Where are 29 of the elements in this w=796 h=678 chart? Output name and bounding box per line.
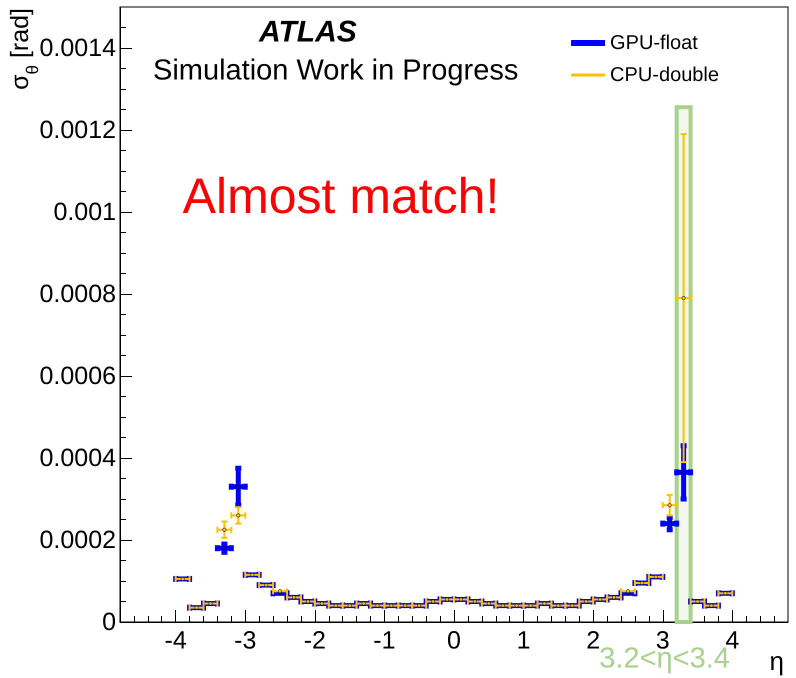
annotation: Almost match! [182, 168, 500, 224]
x-tick-label: -3 [234, 626, 256, 654]
y-tick-label: 0.0002 [40, 526, 116, 554]
y-tick-label: 0.0014 [40, 34, 116, 62]
y-tick-label: 0.0006 [40, 362, 116, 390]
x-tick-label: 0 [447, 626, 461, 654]
chart-title: ATLAS [258, 16, 357, 48]
point [682, 296, 686, 300]
x-tick-label: 4 [725, 626, 740, 654]
point [668, 503, 672, 508]
legend-label: GPU-float [610, 32, 698, 54]
point [236, 513, 240, 518]
y-tick-label: 0.001 [53, 198, 116, 226]
point [222, 528, 226, 532]
x-tick-label: -2 [304, 626, 326, 654]
legend-label: CPU-double [610, 64, 720, 86]
point [682, 470, 686, 474]
y-tick-label: 0.0008 [40, 280, 116, 308]
text: Simulation Work in Progress [153, 54, 518, 86]
y-tick-label: 0 [102, 608, 116, 636]
y-tick-label: 0.0012 [40, 116, 116, 144]
y-tick-label: 0.0004 [40, 444, 116, 472]
x-tick-label: 2 [586, 626, 600, 654]
point [668, 522, 672, 526]
x-tick-label: -4 [164, 626, 187, 654]
x-tick-label: 1 [516, 626, 531, 654]
x-tick-label: -1 [373, 626, 396, 654]
x-axis-title: η [770, 646, 784, 676]
point [236, 484, 240, 489]
